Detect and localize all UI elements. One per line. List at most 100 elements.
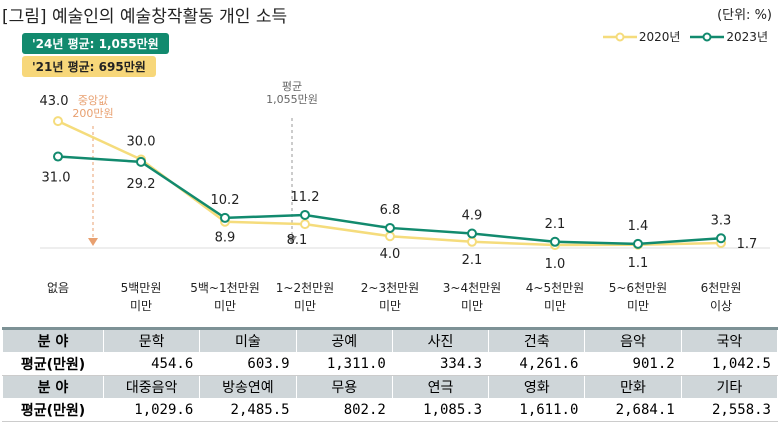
data-label: 4.0	[380, 247, 401, 262]
field-name: 만화	[584, 375, 682, 399]
average-value: 1,311.0	[295, 352, 393, 376]
average-value: 2,684.1	[584, 398, 682, 422]
median-arrow-icon	[88, 238, 98, 246]
x-tick-label: 이상	[710, 299, 732, 313]
data-label: 8.9	[215, 231, 236, 246]
data-point	[53, 151, 63, 162]
x-tick-label: 5~6천만원	[609, 280, 667, 295]
field-name: 사진	[391, 328, 490, 353]
data-label: 2.1	[545, 217, 566, 232]
row-label: 분 야	[2, 375, 104, 399]
legend-label-2023: 2023년	[726, 30, 768, 44]
average-value: 1,042.5	[680, 352, 779, 376]
x-tick-label: 6천만원	[701, 280, 742, 295]
data-label: 4.9	[462, 209, 483, 224]
data-point	[136, 156, 146, 167]
average-value: 334.3	[391, 352, 490, 376]
x-tick-label: 미만	[544, 299, 566, 313]
data-label: 2.1	[462, 253, 483, 268]
table-value-row: 평균(만원) 454.6 603.9 1,311.0 334.3 4,261.6 901.2…	[2, 352, 779, 376]
field-name: 국악	[680, 328, 779, 353]
x-tick-label: 2~3천만원	[361, 280, 419, 295]
x-tick-label: 없음	[47, 281, 69, 295]
legend: 2020년 2023년	[602, 28, 768, 45]
x-tick-label: 5백~1천만원	[190, 280, 260, 295]
legend-item-2023: 2023년	[690, 28, 768, 45]
badge-2024-average: '24년 평균: 1,055만원	[22, 33, 169, 54]
data-point	[220, 212, 230, 223]
x-tick-label: 미만	[379, 299, 401, 313]
field-name: 영화	[488, 375, 586, 399]
field-name: 방송연예	[199, 375, 297, 399]
data-label: 1.4	[628, 219, 649, 234]
table-header-row: 분 야 대중음악 방송연예 무용 연극 영화 만화 기타	[2, 375, 779, 399]
average-value: 1,029.6	[102, 398, 201, 422]
data-label: 1.7	[737, 237, 758, 252]
x-tick-label: 미만	[214, 299, 236, 313]
average-value: 2,558.3	[680, 398, 779, 422]
mean-label: 평균	[282, 80, 302, 93]
badge-2021-average: '21년 평균: 695만원	[22, 56, 156, 77]
figure-title: [그림] 예술인의 예술창작활동 개인 소득	[2, 7, 288, 27]
legend-marker-2020-icon	[602, 32, 637, 41]
x-tick-label: 4~5천만원	[526, 280, 584, 295]
data-label: 8.1	[287, 233, 308, 248]
field-name: 연극	[391, 375, 490, 399]
field-name: 문학	[102, 328, 201, 353]
field-name: 미술	[199, 328, 297, 353]
data-point	[633, 238, 643, 249]
data-label: 29.2	[127, 177, 156, 192]
data-label: 10.2	[211, 193, 240, 208]
average-value: 1,085.3	[391, 398, 490, 422]
unit-label: (단위: %)	[717, 8, 772, 23]
data-point	[716, 233, 726, 244]
data-point	[300, 209, 310, 220]
row-label: 평균(만원)	[2, 398, 104, 422]
x-tick-label: 1~2천만원	[276, 280, 334, 295]
field-name: 대중음악	[102, 375, 201, 399]
row-label: 분 야	[2, 328, 104, 353]
field-name: 공예	[295, 328, 393, 353]
average-value: 2,485.5	[199, 398, 297, 422]
mean-label: 1,055만원	[266, 93, 318, 106]
data-label: 3.3	[711, 213, 732, 228]
x-tick-label: 미만	[130, 299, 152, 313]
average-value: 603.9	[199, 352, 297, 376]
data-label: 43.0	[40, 94, 69, 109]
average-value: 1,611.0	[488, 398, 586, 422]
table-value-row: 평균(만원) 1,029.6 2,485.5 802.2 1,085.3 1,611.0 2…	[2, 398, 779, 422]
data-label: 11.2	[291, 190, 320, 205]
data-point	[467, 228, 477, 239]
average-value: 454.6	[102, 352, 201, 376]
data-label: 6.8	[380, 203, 401, 218]
field-name: 기타	[680, 375, 779, 399]
data-label: 30.0	[127, 135, 156, 150]
x-tick-label: 미만	[461, 299, 483, 313]
data-point	[550, 236, 560, 247]
table-header-row: 분 야 문학 미술 공예 사진 건축 음악 국악	[2, 328, 779, 353]
legend-label-2020: 2020년	[638, 30, 681, 44]
row-label: 평균(만원)	[2, 352, 104, 376]
x-tick-label: 5백만원	[121, 281, 162, 295]
x-tick-label: 3~4천만원	[443, 280, 501, 295]
median-label: 200만원	[72, 107, 113, 120]
income-by-field-table: 분 야 문학 미술 공예 사진 건축 음악 국악 평균(만원) 454.6 603.9 1,311.0…	[2, 327, 779, 422]
data-point	[53, 116, 63, 127]
legend-item-2020: 2020년	[602, 28, 681, 45]
data-point	[467, 236, 477, 247]
data-point	[385, 222, 395, 233]
data-label: 31.0	[42, 171, 71, 186]
x-tick-label: 미만	[627, 299, 649, 313]
average-value: 901.2	[584, 352, 682, 376]
average-value: 4,261.6	[488, 352, 586, 376]
x-tick-label: 미만	[294, 299, 316, 313]
data-point	[300, 219, 310, 230]
data-label: 1.1	[628, 256, 649, 271]
field-name: 건축	[488, 328, 586, 353]
data-label: 1.0	[545, 257, 566, 272]
field-name: 무용	[295, 375, 393, 399]
mean-arrow-icon	[287, 236, 297, 244]
legend-marker-2023-icon	[690, 32, 725, 41]
field-name: 음악	[584, 328, 682, 353]
